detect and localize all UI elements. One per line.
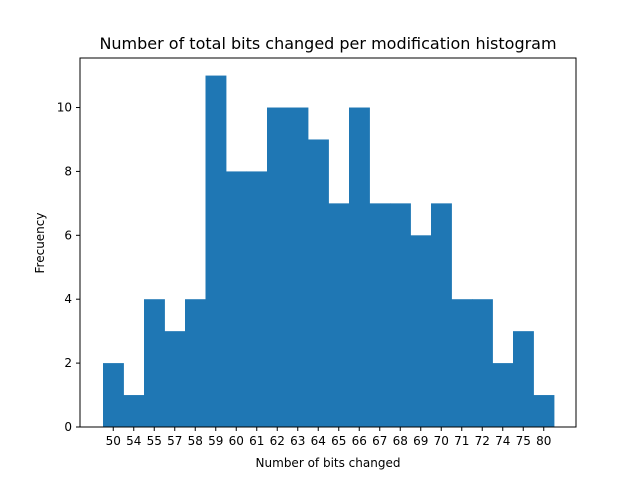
y-tick-label: 0 <box>64 420 72 434</box>
bar-62 <box>267 107 288 428</box>
y-tick-label: 2 <box>64 356 72 370</box>
bar-58 <box>185 299 206 427</box>
bar-57 <box>164 331 186 427</box>
y-tick-label: 10 <box>57 101 72 115</box>
bar-63 <box>287 107 309 428</box>
bar-61 <box>246 171 268 427</box>
x-tick-label: 75 <box>516 434 531 448</box>
x-tick-label: 64 <box>311 434 326 448</box>
x-tick-label: 54 <box>126 434 141 448</box>
bar-71 <box>451 299 473 427</box>
plot-frame <box>79 57 577 428</box>
x-tick-label: 60 <box>229 434 244 448</box>
x-tick-label: 57 <box>167 434 182 448</box>
y-tick-label: 4 <box>64 292 72 306</box>
bar-75 <box>513 331 534 427</box>
x-tick-label: 70 <box>434 434 449 448</box>
x-tick-label: 71 <box>454 434 469 448</box>
x-tick-label: 68 <box>393 434 408 448</box>
bar-65 <box>328 203 350 427</box>
bar-50 <box>103 363 124 427</box>
x-tick-label: 67 <box>372 434 387 448</box>
x-tick-label: 74 <box>495 434 510 448</box>
x-tick-label: 58 <box>188 434 203 448</box>
y-tick-label: 6 <box>64 228 72 242</box>
x-tick-label: 61 <box>249 434 264 448</box>
x-tick-label: 80 <box>536 434 551 448</box>
bar-66 <box>349 107 370 428</box>
bar-74 <box>492 363 514 427</box>
bar-70 <box>431 203 452 427</box>
bars-group <box>103 75 555 428</box>
x-tick-label: 63 <box>290 434 305 448</box>
bar-69 <box>410 235 432 427</box>
x-axis: 50 54 55 57 58 59 60 61 62 63 64 65 66 67 68 69 70 71 72 74… <box>106 427 551 448</box>
x-tick-label: 66 <box>352 434 367 448</box>
bar-59 <box>205 75 227 427</box>
bar-67 <box>369 203 391 427</box>
bar-64 <box>308 139 329 427</box>
bar-54 <box>123 395 145 427</box>
bar-80 <box>533 395 555 427</box>
y-axis-label: Frecuency <box>33 213 47 274</box>
y-tick-label: 8 <box>64 164 72 178</box>
bar-60 <box>226 171 247 427</box>
y-axis: 0 2 4 6 8 10 <box>57 101 80 434</box>
x-tick-label: 72 <box>475 434 490 448</box>
x-tick-label: 65 <box>331 434 346 448</box>
x-axis-label: Number of bits changed <box>256 456 401 470</box>
bar-68 <box>390 203 411 427</box>
bar-55 <box>144 299 165 427</box>
x-tick-label: 69 <box>413 434 428 448</box>
bar-72 <box>472 299 493 427</box>
x-tick-label: 55 <box>147 434 162 448</box>
chart-title: Number of total bits changed per modific… <box>99 34 556 53</box>
x-tick-label: 50 <box>106 434 121 448</box>
x-tick-label: 59 <box>208 434 223 448</box>
x-tick-label: 62 <box>270 434 285 448</box>
